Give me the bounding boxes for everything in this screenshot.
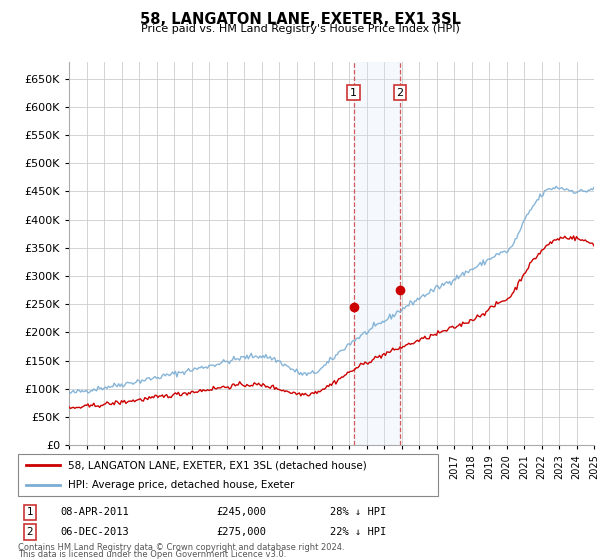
FancyBboxPatch shape <box>18 454 438 496</box>
Text: 58, LANGATON LANE, EXETER, EX1 3SL: 58, LANGATON LANE, EXETER, EX1 3SL <box>139 12 461 27</box>
Text: 1: 1 <box>350 87 357 97</box>
Text: 1: 1 <box>26 507 34 517</box>
Text: This data is licensed under the Open Government Licence v3.0.: This data is licensed under the Open Gov… <box>18 550 286 559</box>
Text: £275,000: £275,000 <box>216 527 266 537</box>
Text: HPI: Average price, detached house, Exeter: HPI: Average price, detached house, Exet… <box>68 480 295 490</box>
Text: 06-DEC-2013: 06-DEC-2013 <box>60 527 129 537</box>
Text: 08-APR-2011: 08-APR-2011 <box>60 507 129 517</box>
Text: 22% ↓ HPI: 22% ↓ HPI <box>330 527 386 537</box>
Text: Contains HM Land Registry data © Crown copyright and database right 2024.: Contains HM Land Registry data © Crown c… <box>18 543 344 552</box>
Text: 2: 2 <box>397 87 404 97</box>
Text: Price paid vs. HM Land Registry's House Price Index (HPI): Price paid vs. HM Land Registry's House … <box>140 24 460 34</box>
Text: 58, LANGATON LANE, EXETER, EX1 3SL (detached house): 58, LANGATON LANE, EXETER, EX1 3SL (deta… <box>68 460 367 470</box>
Bar <box>354 62 400 445</box>
Text: 2: 2 <box>26 527 34 537</box>
Text: £245,000: £245,000 <box>216 507 266 517</box>
Text: 28% ↓ HPI: 28% ↓ HPI <box>330 507 386 517</box>
